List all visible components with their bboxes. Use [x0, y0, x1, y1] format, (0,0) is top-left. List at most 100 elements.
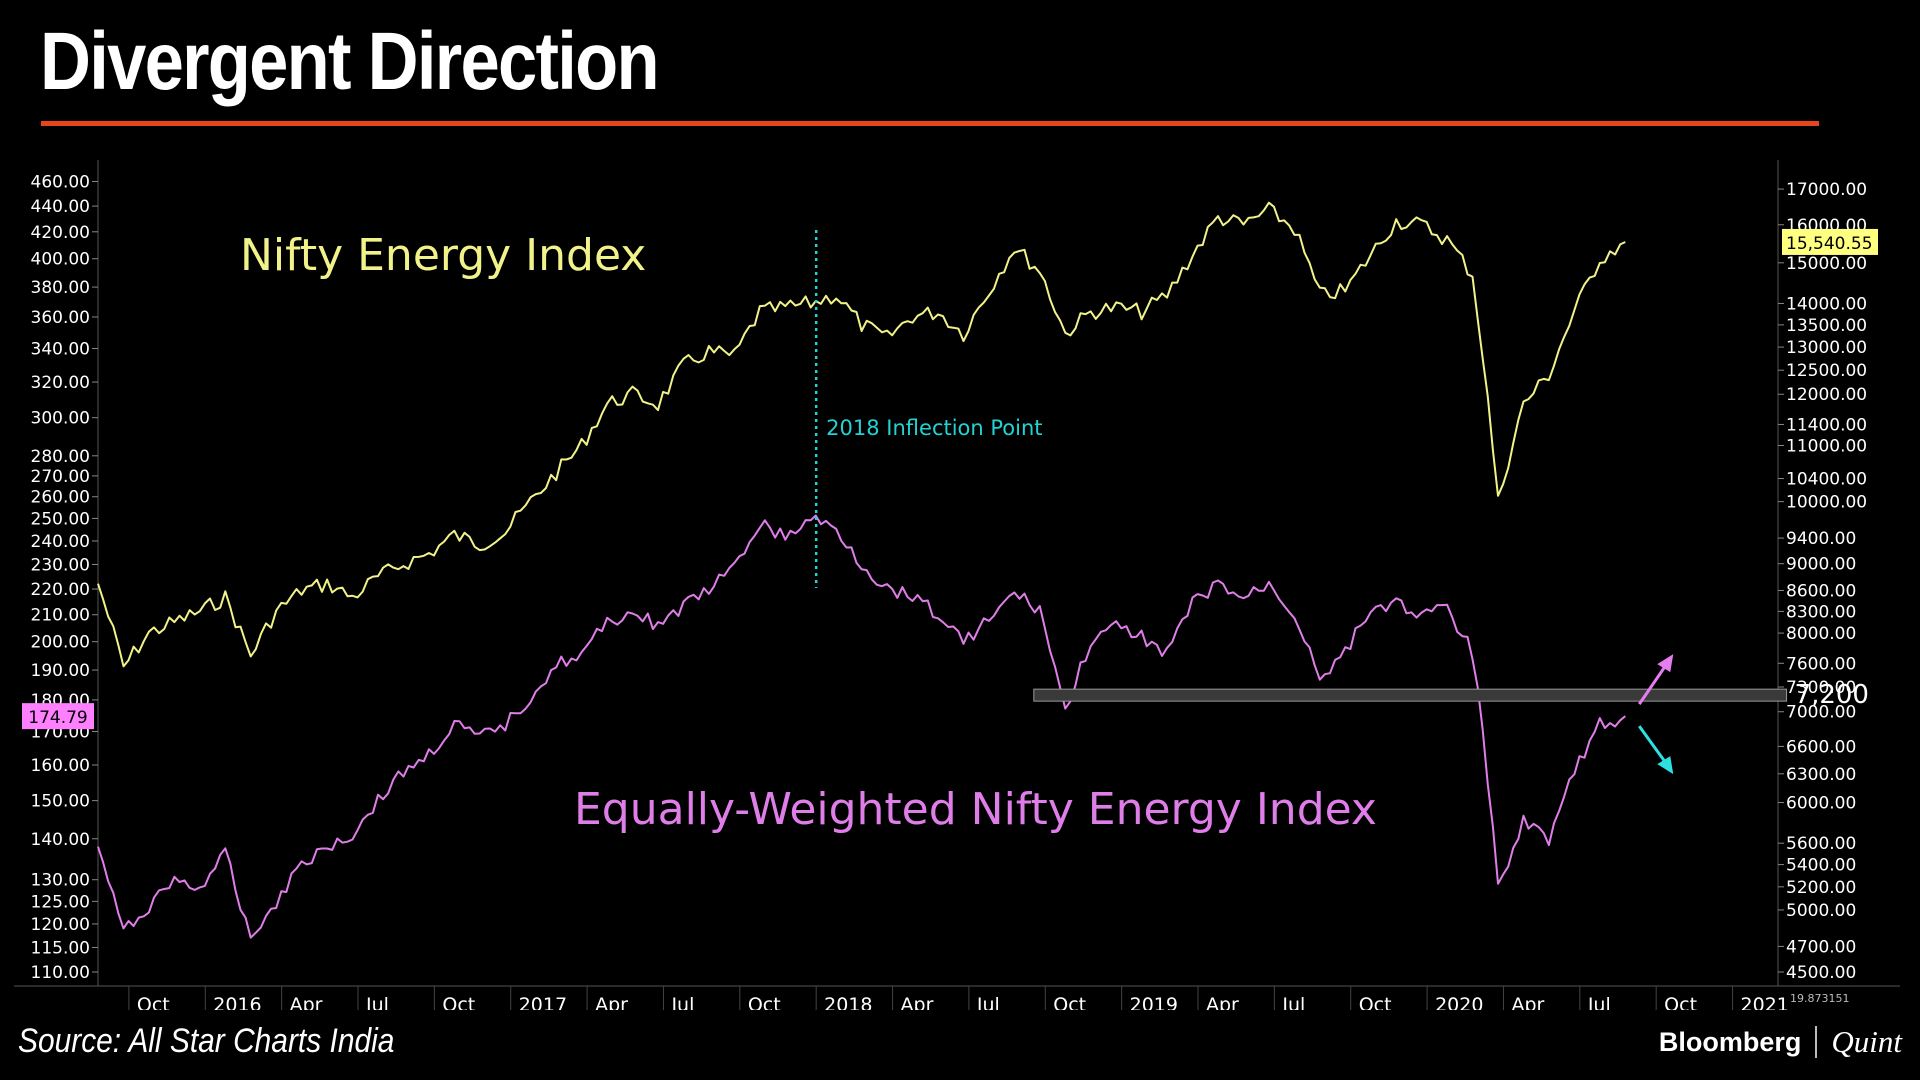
right-tick-label: 5200.00 — [1786, 878, 1856, 898]
logo-divider — [1815, 1026, 1818, 1058]
left-last-value-box — [22, 703, 94, 730]
plot-background — [14, 160, 1900, 1008]
right-tick-label: 8000.00 — [1786, 624, 1856, 644]
left-tick-label: 300.00 — [31, 409, 90, 429]
down-arrow-head — [1657, 756, 1674, 775]
right-tick-label: 6300.00 — [1786, 765, 1856, 785]
left-tick-label: 210.00 — [31, 606, 90, 626]
right-tick-label: 11400.00 — [1786, 415, 1867, 435]
right-tick-label: 4700.00 — [1786, 937, 1856, 957]
x-tick-label: Apr — [901, 994, 934, 1010]
down-arrow-shaft — [1638, 725, 1667, 764]
source-note: Source: All Star Charts India — [18, 1022, 395, 1060]
right-tick-label: 10400.00 — [1786, 470, 1867, 490]
bloombergquint-logo: Bloomberg Quint — [1659, 1024, 1902, 1060]
left-tick-label: 460.00 — [31, 173, 90, 193]
right-tick-label: 7300.00 — [1786, 678, 1856, 698]
x-tick-label: Oct — [1359, 994, 1392, 1010]
left-tick-label: 220.00 — [31, 580, 90, 600]
right-tick-label: 14000.00 — [1786, 294, 1867, 314]
x-tick-label: 2018 — [824, 994, 872, 1010]
x-tick-label: Apr — [1511, 994, 1544, 1010]
right-tick-label: 13500.00 — [1786, 316, 1867, 336]
left-tick-label: 200.00 — [31, 633, 90, 653]
left-tick-label: 230.00 — [31, 555, 90, 575]
right-last-value-box — [1782, 228, 1878, 255]
left-tick-label: 150.00 — [31, 792, 90, 812]
up-arrow-head — [1657, 654, 1674, 673]
left-tick-label: 240.00 — [31, 532, 90, 552]
left-tick-label: 320.00 — [31, 373, 90, 393]
right-tick-label: 8300.00 — [1786, 602, 1856, 622]
left-tick-label: 115.00 — [31, 938, 90, 958]
support-level-label: 7,200 — [1795, 680, 1869, 710]
right-tick-label: 6000.00 — [1786, 794, 1856, 814]
right-axis: 17000.0016000.0015000.0014000.0013500.00… — [1778, 180, 1867, 983]
left-tick-label: 280.00 — [31, 447, 90, 467]
right-tick-label: 4500.00 — [1786, 963, 1856, 983]
left-tick-label: 250.00 — [31, 509, 90, 529]
x-tick-label: 2017 — [519, 994, 567, 1010]
page-title: Divergent Direction — [40, 16, 660, 107]
x-tick-label: Apr — [1206, 994, 1239, 1010]
x-axis: Oct 2016 Apr Jul Oct 2017 Apr Jul Oct 2018 Apr Jul O… — [128, 986, 1789, 1010]
right-tick-label: 5000.00 — [1786, 901, 1856, 921]
x-tick-label: Oct — [137, 994, 170, 1010]
up-arrow — [1638, 654, 1674, 705]
right-tick-label: 15000.00 — [1786, 254, 1867, 274]
left-tick-label: 400.00 — [31, 250, 90, 270]
nifty-energy-title: Nifty Energy Index — [240, 230, 646, 281]
logo-quint: Quint — [1831, 1024, 1902, 1059]
left-tick-label: 380.00 — [31, 278, 90, 298]
left-tick-label: 270.00 — [31, 467, 90, 487]
equal-weight-energy-line — [97, 514, 1626, 939]
left-tick-label: 340.00 — [31, 340, 90, 360]
equal-weight-title: Equally-Weighted Nifty Energy Index — [574, 784, 1377, 835]
title-underline — [41, 121, 1819, 126]
down-arrow — [1638, 725, 1674, 775]
left-tick-label: 160.00 — [31, 756, 90, 776]
x-tick-label: Oct — [1664, 994, 1697, 1010]
right-tick-label: 7000.00 — [1786, 703, 1856, 723]
right-tick-label: 9000.00 — [1786, 555, 1856, 575]
right-tick-label: 10000.00 — [1786, 493, 1867, 513]
right-tick-label: 11000.00 — [1786, 436, 1867, 456]
up-arrow-shaft — [1638, 665, 1667, 705]
left-tick-label: 190.00 — [31, 661, 90, 681]
left-tick-label: 140.00 — [31, 830, 90, 850]
x-tick-label: Oct — [442, 994, 475, 1010]
x-tick-label: 2019 — [1130, 994, 1178, 1010]
right-tick-label: 13000.00 — [1786, 338, 1867, 358]
left-tick-label: 260.00 — [31, 488, 90, 508]
x-tick-label: Jul — [670, 994, 694, 1010]
left-tick-label: 440.00 — [31, 197, 90, 217]
x-tick-label: 2020 — [1435, 994, 1483, 1010]
right-tick-label: 5400.00 — [1786, 856, 1856, 876]
nifty-energy-line — [97, 201, 1626, 668]
left-tick-label: 125.00 — [31, 892, 90, 912]
x-tick-label: Apr — [595, 994, 628, 1010]
right-last-value-text: 15,540.55 — [1786, 234, 1873, 254]
x-tick-label: Oct — [1053, 994, 1086, 1010]
x-tick-label: Oct — [748, 994, 781, 1010]
left-tick-label: 360.00 — [31, 308, 90, 328]
inflection-label: 2018 Inflection Point — [826, 416, 1042, 440]
left-axis: 460.00 440.00 420.00 400.00 380.00 360.00 340.… — [31, 173, 98, 983]
left-tick-label: 420.00 — [31, 223, 90, 243]
left-last-value-badge: 174.79 — [22, 703, 94, 730]
right-tick-label: 7600.00 — [1786, 654, 1856, 674]
right-tick-label: 5600.00 — [1786, 834, 1856, 854]
support-band-7200 — [1033, 688, 1788, 702]
left-tick-label: 110.00 — [31, 963, 90, 983]
right-last-value-badge: 15,540.55 — [1782, 228, 1878, 255]
right-tick-label: 8600.00 — [1786, 581, 1856, 601]
right-tick-label: 6600.00 — [1786, 737, 1856, 757]
corner-readout: 19.873151 — [1790, 992, 1850, 1005]
right-tick-label: 17000.00 — [1786, 180, 1867, 200]
left-tick-label: 120.00 — [31, 915, 90, 935]
x-tick-label: 2021 — [1741, 994, 1789, 1010]
x-tick-label: Jul — [1281, 994, 1305, 1010]
x-tick-label: Jul — [976, 994, 1000, 1010]
right-tick-label: 9400.00 — [1786, 529, 1856, 549]
right-tick-label: 12000.00 — [1786, 385, 1867, 405]
